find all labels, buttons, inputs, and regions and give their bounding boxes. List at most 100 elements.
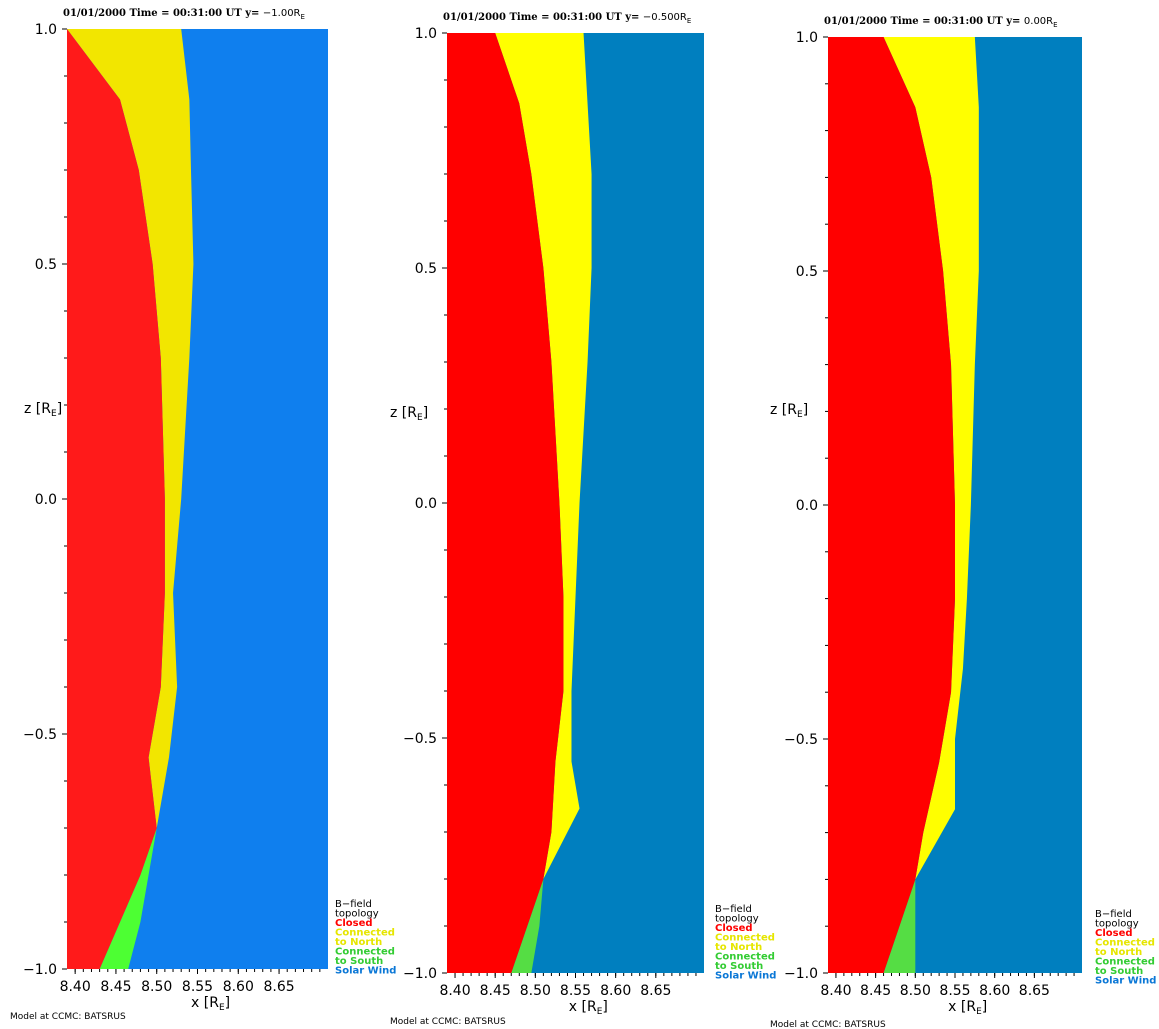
chart-panel-2: 01/01/2000 Time = 00:31:00 UT y= −0.500R…	[390, 12, 776, 1027]
y-axis-label-main: z [R	[770, 402, 797, 418]
x-tick-label: 8.45	[100, 979, 131, 995]
x-tick-label: 8.60	[979, 983, 1010, 999]
plot-area	[67, 29, 194, 969]
x-tick-label: 8.40	[820, 983, 851, 999]
legend-entry: Closed	[335, 918, 373, 929]
y-axis-label-main: z [R	[390, 405, 417, 421]
y-tick-label: −1.0	[23, 962, 57, 978]
connected-south-region	[99, 828, 157, 969]
legend-entry: to South	[1095, 966, 1143, 977]
chart-panel-3: 01/01/2000 Time = 00:31:00 UT y= 0.00RE−…	[770, 16, 1156, 1029]
y-axis-label: z [RE]	[24, 401, 62, 419]
legend-entry: Connected	[335, 928, 395, 939]
legend-title: topology	[1095, 919, 1139, 930]
panel-title: 01/01/2000 Time = 00:31:00 UT y= −0.500R…	[443, 12, 691, 25]
legend-entry: Solar Wind	[335, 966, 396, 977]
y-axis-label-sub: E	[51, 409, 57, 419]
plot-area	[447, 33, 592, 973]
x-axis-label: x [RE]	[569, 999, 608, 1017]
legend-entry: to South	[335, 956, 383, 967]
legend-entry: Solar Wind	[715, 971, 776, 982]
x-tick-label: 8.60	[600, 983, 631, 999]
y-axis-label-sub: E	[417, 413, 423, 423]
y-tick-label: 1.0	[415, 26, 437, 42]
panel-title: 01/01/2000 Time = 00:31:00 UT y= 0.00RE	[824, 16, 1058, 29]
legend-entry: Solar Wind	[1095, 976, 1156, 987]
closed-region	[828, 37, 955, 973]
x-tick-label: 8.40	[439, 983, 470, 999]
x-axis-label-main: x [R	[948, 999, 976, 1015]
legend-title: B−field	[715, 904, 752, 915]
title-value: −1.00R	[263, 8, 301, 19]
y-axis-label-close: ]	[803, 402, 808, 418]
x-axis-label-sub: E	[976, 1007, 982, 1017]
y-tick-label: −0.5	[23, 727, 57, 743]
model-credit: Model at CCMC: BATSRUS	[390, 1017, 506, 1027]
model-credit: Model at CCMC: BATSRUS	[10, 1012, 126, 1022]
y-tick-label: 1.0	[796, 30, 818, 46]
x-tick-label: 8.50	[520, 983, 551, 999]
legend-entry: Connected	[1095, 938, 1155, 949]
title-prefix: 01/01/2000 Time = 00:31:00 UT y=	[824, 16, 1024, 27]
legend-entry: Connected	[715, 933, 775, 944]
y-axis-label: z [RE]	[770, 402, 808, 420]
y-tick-label: 0.0	[796, 498, 818, 514]
plot-area	[828, 37, 979, 973]
x-tick-label: 8.55	[560, 983, 591, 999]
y-axis-label-close: ]	[423, 405, 428, 421]
x-axis-label-close: ]	[982, 999, 987, 1015]
title-value: −0.500R	[643, 12, 687, 23]
x-tick-label: 8.40	[60, 979, 91, 995]
legend-entry: Connected	[1095, 957, 1155, 968]
y-tick-label: −0.5	[784, 732, 818, 748]
legend-entry: Closed	[715, 923, 753, 934]
legend-entry: to North	[1095, 947, 1142, 958]
x-tick-label: 8.50	[141, 979, 172, 995]
title-subscript: E	[1053, 21, 1057, 29]
x-tick-label: 8.65	[263, 979, 294, 995]
title-value: 0.00R	[1024, 16, 1053, 27]
title-subscript: E	[687, 17, 691, 25]
x-tick-label: 8.55	[182, 979, 213, 995]
x-tick-label: 8.60	[223, 979, 254, 995]
legend-entry: to North	[715, 942, 762, 953]
x-axis-label-sub: E	[597, 1007, 603, 1017]
connected-north-region	[67, 29, 194, 828]
closed-region	[67, 29, 165, 969]
y-tick-label: 0.5	[415, 261, 437, 277]
chart-panel-1: 01/01/2000 Time = 00:31:00 UT y= −1.00RE…	[10, 8, 396, 1022]
legend-entry: to North	[335, 937, 382, 948]
x-tick-label: 8.45	[480, 983, 511, 999]
y-axis-label-main: z [R	[24, 401, 51, 417]
legend-entry: Closed	[1095, 928, 1133, 939]
x-axis-label-sub: E	[219, 1003, 225, 1013]
title-subscript: E	[301, 13, 305, 21]
y-axis-label: z [RE]	[390, 405, 428, 423]
legend-title: B−field	[335, 899, 372, 910]
x-tick-label: 8.50	[900, 983, 931, 999]
y-axis-label-close: ]	[57, 401, 62, 417]
y-tick-label: −1.0	[784, 966, 818, 982]
y-axis-label-sub: E	[797, 410, 803, 420]
y-tick-label: 0.0	[415, 496, 437, 512]
x-axis-label-close: ]	[225, 995, 230, 1011]
legend-title: topology	[335, 909, 379, 920]
title-prefix: 01/01/2000 Time = 00:31:00 UT y=	[443, 12, 643, 23]
y-tick-label: 0.0	[35, 492, 57, 508]
legend-title: topology	[715, 914, 759, 925]
x-axis-label-main: x [R	[191, 995, 219, 1011]
y-tick-label: 0.5	[35, 257, 57, 273]
x-tick-label: 8.55	[939, 983, 970, 999]
title-prefix: 01/01/2000 Time = 00:31:00 UT y=	[63, 8, 263, 19]
closed-region	[447, 33, 564, 973]
legend-entry: Connected	[715, 952, 775, 963]
x-axis-label-main: x [R	[569, 999, 597, 1015]
x-tick-label: 8.45	[860, 983, 891, 999]
connected-north-region	[883, 37, 979, 880]
legend-entry: Connected	[335, 947, 395, 958]
connected-north-region	[495, 33, 592, 879]
x-axis-label: x [RE]	[948, 999, 987, 1017]
x-tick-label: 8.65	[640, 983, 671, 999]
legend-title: B−field	[1095, 909, 1132, 920]
